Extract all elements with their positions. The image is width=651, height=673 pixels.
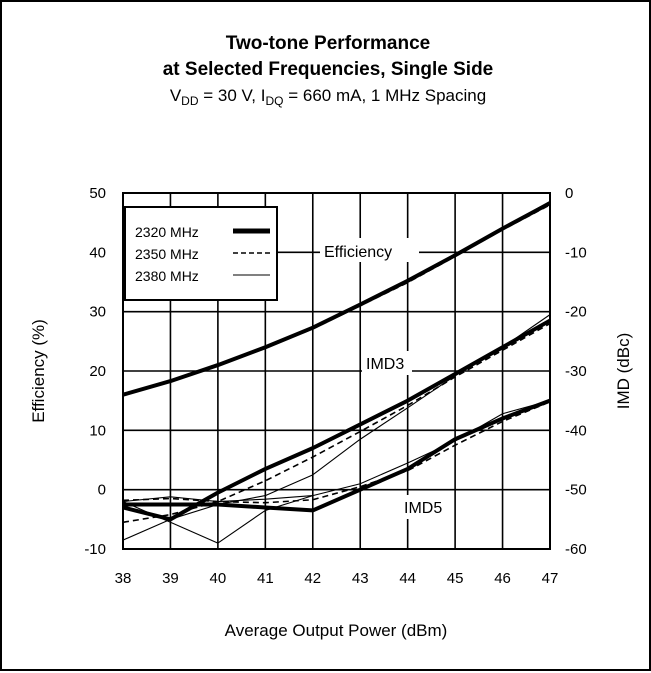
x-axis-label: Average Output Power (dBm) — [225, 621, 448, 640]
y-left-tick-label: 40 — [89, 244, 106, 261]
y-right-tick-label: -30 — [565, 363, 587, 380]
y-left-tick-label: 30 — [89, 304, 106, 321]
y-left-tick-label: 0 — [98, 482, 106, 499]
legend-label-2320: 2320 MHz — [135, 224, 199, 240]
series-line-efficiency-thin — [122, 200, 551, 397]
y-axis-left-label: Efficiency (%) — [29, 319, 48, 423]
x-tick-label: 44 — [399, 570, 416, 587]
chart-title-line2: at Selected Frequencies, Single Side — [163, 59, 494, 80]
series-line-imd5-thin — [122, 400, 551, 503]
y-left-tick-label: 20 — [89, 363, 106, 380]
y-right-tick-label: -50 — [565, 482, 587, 499]
series-line-imd5-dashed — [122, 401, 551, 504]
legend-label-2380: 2380 MHz — [135, 268, 199, 284]
series-group — [122, 200, 551, 544]
x-tick-label: 45 — [447, 570, 464, 587]
chart-subtitle: VDD = 30 V, IDQ = 660 mA, 1 MHz Spacing — [170, 86, 486, 108]
svg-text:Efficiency: Efficiency — [324, 244, 392, 261]
y-right-tick-label: -20 — [565, 304, 587, 321]
y-right-tick-label: -40 — [565, 422, 587, 439]
series-line-imd3-dashed — [122, 322, 551, 524]
svg-text:IMD5: IMD5 — [404, 500, 442, 517]
x-tick-label: 41 — [257, 570, 274, 587]
x-tick-label: 40 — [210, 570, 227, 587]
x-tick-label: 42 — [304, 570, 321, 587]
series-line-imd5-thick — [123, 398, 551, 513]
x-tick-label: 47 — [542, 570, 559, 587]
annotation-imd3: IMD3 — [362, 351, 412, 375]
x-tick-label: 39 — [162, 570, 179, 587]
annotation-efficiency: Efficiency — [320, 238, 419, 262]
y-left-tick-label: -10 — [84, 541, 106, 558]
y-right-tick-label: -10 — [565, 244, 587, 261]
axis-ticks: 38 39 40 41 42 43 44 45 46 47 50 40 30 20 10 0 -10 0 -10 -2… — [84, 185, 586, 587]
legend-label-2350: 2350 MHz — [135, 246, 199, 262]
y-left-tick-label: 50 — [89, 185, 106, 202]
chart-title-line1: Two-tone Performance — [226, 33, 430, 54]
y-right-tick-label: -60 — [565, 541, 587, 558]
y-left-tick-label: 10 — [89, 422, 106, 439]
x-tick-label: 38 — [115, 570, 132, 587]
series-line-efficiency-dashed — [122, 204, 551, 395]
y-axis-right-label: IMD (dBc) — [614, 333, 633, 410]
annotation-imd5: IMD5 — [400, 495, 452, 519]
y-right-tick-label: 0 — [565, 185, 573, 202]
plot-area-border — [122, 192, 551, 550]
legend: 2320 MHz 2350 MHz 2380 MHz — [124, 206, 278, 301]
svg-text:IMD3: IMD3 — [366, 356, 404, 373]
x-tick-label: 43 — [352, 570, 369, 587]
x-tick-label: 46 — [494, 570, 511, 587]
series-line-imd3-thin — [122, 495, 313, 544]
series-line-imd3-thin — [122, 314, 551, 541]
